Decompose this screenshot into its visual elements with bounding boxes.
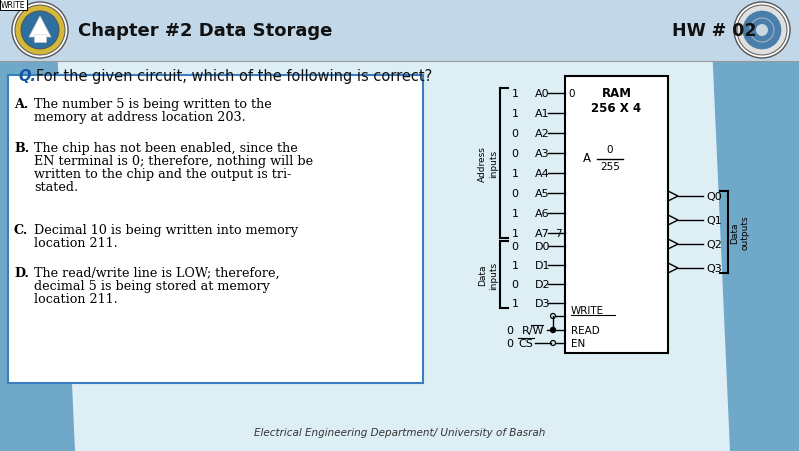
Text: Data
inputs: Data inputs bbox=[479, 261, 498, 289]
Circle shape bbox=[743, 12, 781, 50]
Text: 0: 0 bbox=[568, 89, 574, 99]
Text: A0: A0 bbox=[535, 89, 550, 99]
Text: Q0: Q0 bbox=[706, 192, 721, 202]
Text: D3: D3 bbox=[535, 299, 551, 308]
Text: The read/write line is LOW; therefore,: The read/write line is LOW; therefore, bbox=[34, 267, 280, 279]
Text: 1: 1 bbox=[511, 169, 519, 179]
Circle shape bbox=[737, 6, 787, 56]
Text: CS: CS bbox=[518, 338, 533, 348]
Text: WRITE: WRITE bbox=[571, 305, 604, 315]
Text: location 211.: location 211. bbox=[34, 236, 117, 249]
Text: RAM
256 X 4: RAM 256 X 4 bbox=[591, 87, 642, 115]
Text: memory at address location 203.: memory at address location 203. bbox=[34, 111, 246, 124]
Text: The number 5 is being written to the: The number 5 is being written to the bbox=[34, 98, 272, 111]
Text: 0: 0 bbox=[507, 338, 514, 348]
Text: Data
outputs: Data outputs bbox=[730, 215, 749, 250]
Circle shape bbox=[15, 6, 65, 56]
Text: READ: READ bbox=[571, 325, 600, 335]
Text: 1: 1 bbox=[511, 208, 519, 219]
Text: R/W: R/W bbox=[522, 325, 544, 335]
Text: HW # 02: HW # 02 bbox=[672, 22, 757, 40]
Text: For the given circuit, which of the following is correct?: For the given circuit, which of the foll… bbox=[36, 69, 432, 84]
Circle shape bbox=[734, 3, 790, 59]
Text: A6: A6 bbox=[535, 208, 550, 219]
Text: WRITE: WRITE bbox=[1, 1, 26, 10]
Polygon shape bbox=[29, 17, 51, 38]
Text: 0: 0 bbox=[511, 149, 519, 159]
Text: A2: A2 bbox=[535, 129, 550, 139]
Text: EN: EN bbox=[571, 338, 585, 348]
Text: 255: 255 bbox=[600, 161, 620, 172]
Text: 1: 1 bbox=[511, 109, 519, 119]
Text: A: A bbox=[583, 152, 591, 165]
Text: The chip has not been enabled, since the: The chip has not been enabled, since the bbox=[34, 142, 298, 155]
Text: 1: 1 bbox=[511, 299, 519, 308]
Circle shape bbox=[756, 25, 768, 37]
Bar bbox=[8, 76, 423, 383]
Polygon shape bbox=[0, 0, 75, 451]
Text: location 211.: location 211. bbox=[34, 292, 117, 305]
Text: A7: A7 bbox=[535, 229, 550, 239]
Bar bbox=[34, 35, 46, 43]
Circle shape bbox=[12, 3, 68, 59]
Text: Q2: Q2 bbox=[706, 239, 721, 249]
Text: 1: 1 bbox=[511, 89, 519, 99]
Text: B.: B. bbox=[14, 142, 29, 155]
Text: 0: 0 bbox=[511, 241, 519, 252]
Text: 0: 0 bbox=[606, 145, 614, 155]
Text: Chapter #2 Data Storage: Chapter #2 Data Storage bbox=[78, 22, 332, 40]
Circle shape bbox=[21, 12, 59, 50]
Text: 1: 1 bbox=[511, 260, 519, 271]
Text: Address
inputs: Address inputs bbox=[479, 146, 498, 182]
Polygon shape bbox=[710, 0, 799, 451]
Bar bbox=[0, 0, 799, 62]
Text: C.: C. bbox=[14, 224, 28, 236]
Text: EN terminal is 0; therefore, nothing will be: EN terminal is 0; therefore, nothing wil… bbox=[34, 155, 313, 168]
Text: A3: A3 bbox=[535, 149, 550, 159]
Text: decimal 5 is being stored at memory: decimal 5 is being stored at memory bbox=[34, 279, 270, 292]
Text: D1: D1 bbox=[535, 260, 551, 271]
Text: Decimal 10 is being written into memory: Decimal 10 is being written into memory bbox=[34, 224, 298, 236]
Text: Q.: Q. bbox=[18, 69, 36, 84]
Circle shape bbox=[551, 328, 555, 333]
Text: A5: A5 bbox=[535, 189, 550, 198]
Text: Q1: Q1 bbox=[706, 216, 721, 226]
Text: Q3: Q3 bbox=[706, 263, 721, 273]
Text: stated.: stated. bbox=[34, 180, 78, 193]
Text: 0: 0 bbox=[511, 129, 519, 139]
Text: written to the chip and the output is tri-: written to the chip and the output is tr… bbox=[34, 168, 292, 180]
Text: 0: 0 bbox=[511, 189, 519, 198]
Bar bbox=[565, 77, 668, 353]
Text: 0: 0 bbox=[507, 325, 514, 335]
Text: 1: 1 bbox=[511, 229, 519, 239]
Text: 0: 0 bbox=[511, 279, 519, 290]
Text: D.: D. bbox=[14, 267, 29, 279]
Text: A4: A4 bbox=[535, 169, 550, 179]
Text: D2: D2 bbox=[535, 279, 551, 290]
Text: A1: A1 bbox=[535, 109, 550, 119]
Text: D0: D0 bbox=[535, 241, 551, 252]
Text: Electrical Engineering Department/ University of Basrah: Electrical Engineering Department/ Unive… bbox=[254, 427, 546, 437]
Text: 7: 7 bbox=[555, 229, 562, 239]
Text: A.: A. bbox=[14, 98, 28, 111]
